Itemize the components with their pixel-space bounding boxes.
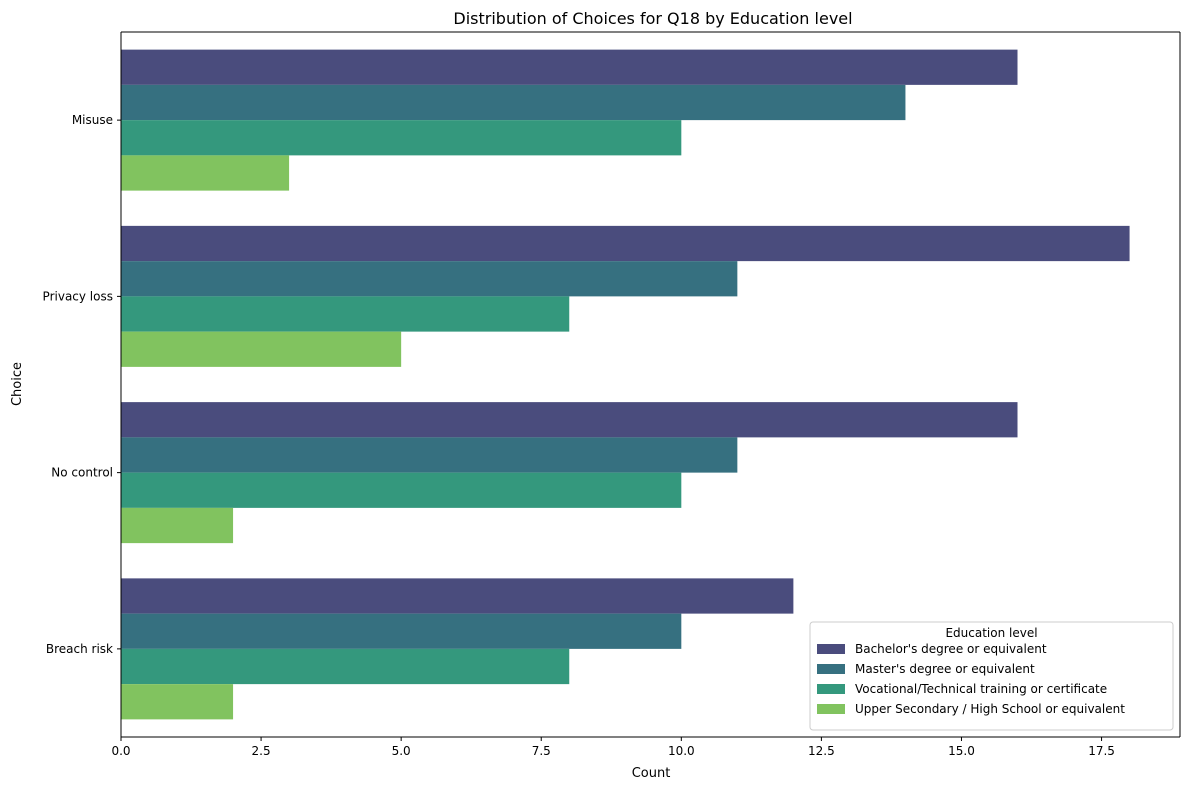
y-axis-label: Choice xyxy=(10,362,25,406)
legend-entry-label: Master's degree or equivalent xyxy=(855,662,1035,676)
bar-no-control-series-1 xyxy=(121,402,1018,438)
legend-box xyxy=(809,621,1174,731)
bar-misuse-series-3 xyxy=(121,120,682,156)
x-tick-label: 5.0 xyxy=(392,744,411,758)
bar-privacy-loss-series-1 xyxy=(121,225,1130,262)
bar-breach-risk-series-1 xyxy=(121,578,794,614)
x-tick-label: 17.5 xyxy=(1088,744,1115,758)
bar-breach-risk-series-2 xyxy=(121,613,682,649)
legend-swatch xyxy=(817,684,845,694)
x-tick-label: 10.0 xyxy=(668,744,695,758)
x-tick-label: 2.5 xyxy=(252,744,271,758)
y-tick-label: Breach risk xyxy=(46,642,113,656)
legend-swatch xyxy=(817,664,845,674)
y-tick-label: Misuse xyxy=(72,113,113,127)
axes-layer xyxy=(120,31,1181,738)
bar-privacy-loss-series-2 xyxy=(121,261,738,297)
y-tick-label: Privacy loss xyxy=(43,289,113,303)
x-tick-label: 15.0 xyxy=(948,744,975,758)
ticks-layer: 0.0 2.5 5.0 7.5 10.0 12.5 15.0 17.5 Misuse Privac… xyxy=(43,113,1115,758)
bars-layer xyxy=(121,49,1130,720)
bar-privacy-loss-series-3 xyxy=(121,296,570,332)
legend-swatch xyxy=(817,704,845,714)
x-tick-label: 0.0 xyxy=(111,744,130,758)
bar-no-control-series-2 xyxy=(121,437,738,473)
bar-breach-risk-series-4 xyxy=(121,684,234,720)
bar-privacy-loss-series-4 xyxy=(121,331,402,367)
x-tick-label: 12.5 xyxy=(808,744,835,758)
x-axis-label: Count xyxy=(632,766,671,781)
bar-no-control-series-3 xyxy=(121,472,682,508)
legend-swatch xyxy=(817,644,845,654)
legend: Education level Bachelor's degree or equi… xyxy=(809,621,1174,731)
bar-misuse-series-1 xyxy=(121,49,1018,85)
bar-misuse-series-4 xyxy=(121,155,290,191)
legend-entry-label: Upper Secondary / High School or equival… xyxy=(855,702,1125,716)
legend-title: Education level xyxy=(945,626,1037,640)
bar-breach-risk-series-3 xyxy=(121,648,570,685)
chart-title: Distribution of Choices for Q18 by Educa… xyxy=(453,9,852,28)
x-tick-label: 7.5 xyxy=(532,744,551,758)
bar-no-control-series-4 xyxy=(121,507,234,544)
bar-misuse-series-2 xyxy=(121,84,906,121)
legend-entry-label: Vocational/Technical training or certifi… xyxy=(855,682,1107,696)
y-tick-label: No control xyxy=(51,466,113,480)
legend-entry-label: Bachelor's degree or equivalent xyxy=(855,642,1047,656)
